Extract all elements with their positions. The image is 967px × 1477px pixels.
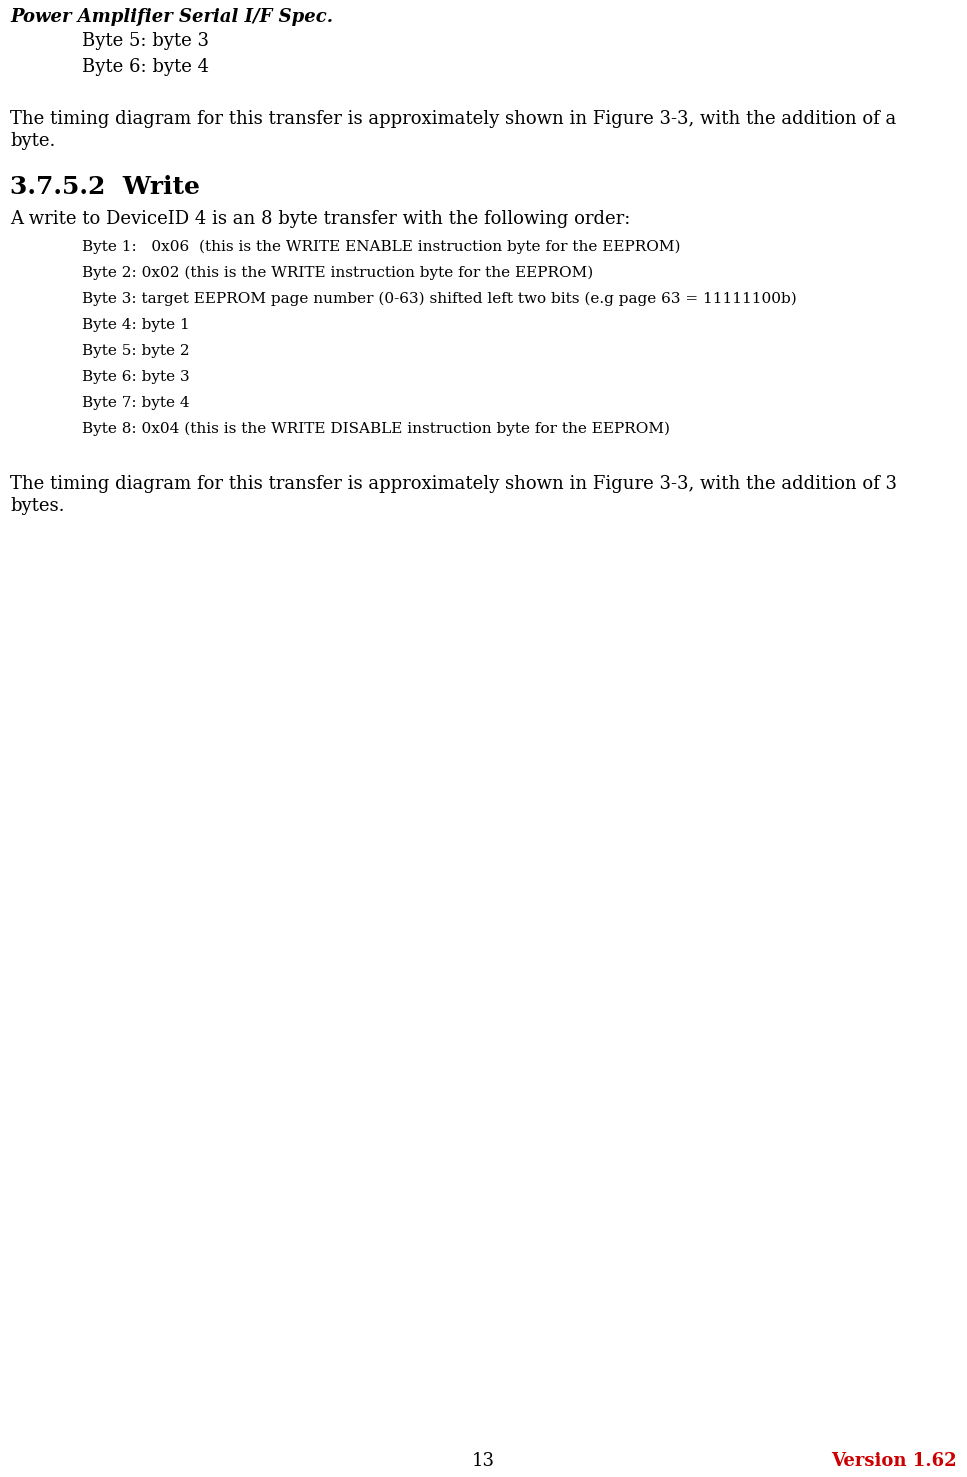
Text: Byte 8: 0x04 (this is the WRITE DISABLE instruction byte for the EEPROM): Byte 8: 0x04 (this is the WRITE DISABLE …	[82, 422, 670, 436]
Text: 3.7.5.2  Write: 3.7.5.2 Write	[10, 174, 200, 199]
Text: Power Amplifier Serial I/F Spec.: Power Amplifier Serial I/F Spec.	[10, 7, 333, 27]
Text: Byte 6: byte 3: Byte 6: byte 3	[82, 371, 190, 384]
Text: Byte 1:   0x06  (this is the WRITE ENABLE instruction byte for the EEPROM): Byte 1: 0x06 (this is the WRITE ENABLE i…	[82, 239, 681, 254]
Text: Byte 5: byte 3: Byte 5: byte 3	[82, 32, 209, 50]
Text: Byte 7: byte 4: Byte 7: byte 4	[82, 396, 190, 411]
Text: bytes.: bytes.	[10, 496, 65, 515]
Text: Byte 5: byte 2: Byte 5: byte 2	[82, 344, 190, 357]
Text: The timing diagram for this transfer is approximately shown in Figure 3-3, with : The timing diagram for this transfer is …	[10, 109, 896, 128]
Text: byte.: byte.	[10, 131, 55, 151]
Text: A write to DeviceID 4 is an 8 byte transfer with the following order:: A write to DeviceID 4 is an 8 byte trans…	[10, 210, 630, 227]
Text: Byte 2: 0x02 (this is the WRITE instruction byte for the EEPROM): Byte 2: 0x02 (this is the WRITE instruct…	[82, 266, 593, 281]
Text: Version 1.62: Version 1.62	[832, 1452, 957, 1470]
Text: Byte 4: byte 1: Byte 4: byte 1	[82, 318, 190, 332]
Text: Byte 6: byte 4: Byte 6: byte 4	[82, 58, 209, 75]
Text: Byte 3: target EEPROM page number (0-63) shifted left two bits (e.g page 63 = 11: Byte 3: target EEPROM page number (0-63)…	[82, 292, 797, 306]
Text: The timing diagram for this transfer is approximately shown in Figure 3-3, with : The timing diagram for this transfer is …	[10, 476, 897, 493]
Text: 13: 13	[472, 1452, 494, 1470]
